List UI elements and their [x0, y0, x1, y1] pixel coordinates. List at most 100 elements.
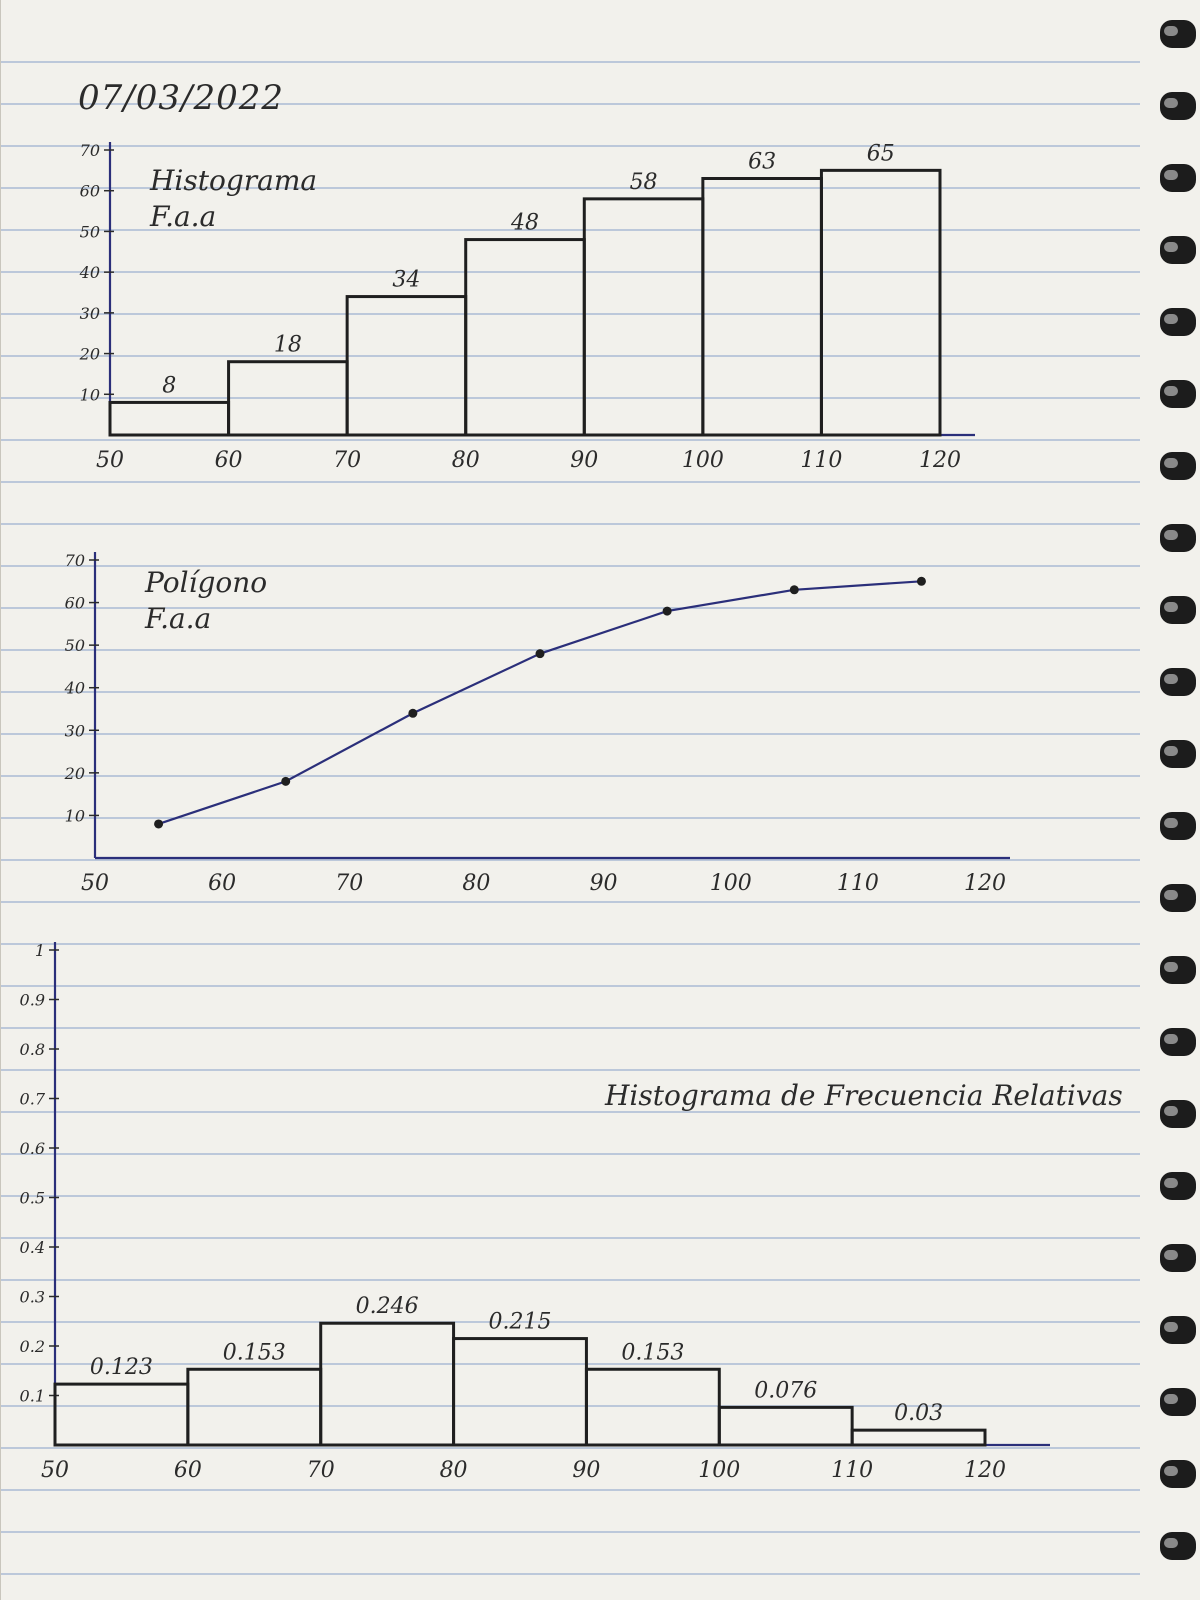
y-tick-label: 0.4 — [20, 1238, 45, 1257]
histogram-bar — [584, 1367, 721, 1447]
spiral-highlight — [1164, 170, 1178, 180]
x-tick-label: 90 — [572, 1458, 600, 1483]
y-tick-label: 0.1 — [20, 1387, 45, 1406]
x-tick-label: 60 — [174, 1458, 202, 1483]
date-heading: 07/03/2022 — [78, 78, 284, 118]
x-tick-label: 80 — [462, 871, 490, 896]
x-tick-label: 100 — [710, 871, 752, 896]
histogram-bar — [582, 197, 705, 437]
x-tick-label: 110 — [831, 1458, 873, 1483]
data-label: 0.153 — [621, 1340, 684, 1365]
x-tick-label: 50 — [81, 871, 109, 896]
spiral-highlight — [1164, 242, 1178, 252]
histogram-bar — [108, 400, 231, 437]
x-tick-label: 120 — [964, 1458, 1006, 1483]
data-point — [154, 819, 164, 829]
chart-title: Histograma — [149, 164, 317, 197]
data-point — [789, 585, 799, 595]
histogram-faa-chart: 10 20 30 40 50 60 70 50 60 70 80 90 100 110 120 Histogr… — [79, 141, 975, 473]
x-tick-label: 120 — [919, 448, 961, 473]
x-tick-label: 50 — [41, 1458, 69, 1483]
x-tick-label: 60 — [215, 448, 243, 473]
x-tick-label: 60 — [208, 871, 236, 896]
histogram-bar — [819, 168, 942, 437]
x-tick-label: 70 — [307, 1458, 335, 1483]
spiral-highlight — [1164, 1394, 1178, 1404]
spiral-highlight — [1164, 314, 1178, 324]
data-label: 48 — [510, 211, 539, 236]
x-tick-label: 90 — [590, 871, 618, 896]
histogram-bar — [464, 238, 586, 437]
data-point — [281, 776, 291, 786]
data-point — [662, 606, 672, 616]
x-tick-label: 50 — [96, 448, 124, 473]
data-label: 58 — [630, 170, 658, 195]
ruled-lines — [0, 0, 1140, 1600]
notebook-spiral — [1160, 20, 1196, 1560]
data-point — [408, 708, 418, 718]
data-label: 63 — [748, 150, 776, 175]
y-tick-label: 20 — [79, 345, 100, 364]
y-tick-label: 40 — [79, 263, 100, 282]
x-tick-label: 100 — [698, 1458, 740, 1483]
chart-title: Histograma de Frecuencia Relativas — [604, 1079, 1123, 1112]
data-label: 8 — [162, 373, 176, 398]
chart-title: F.a.a — [149, 200, 216, 233]
data-label: 0.03 — [894, 1401, 943, 1426]
y-tick-label: 30 — [65, 721, 85, 740]
histogram-bar — [701, 177, 823, 437]
spiral-highlight — [1164, 1106, 1178, 1116]
spiral-highlight — [1164, 386, 1178, 396]
y-tick-label: 0.7 — [20, 1090, 46, 1109]
histogram-bar — [717, 1405, 854, 1447]
data-label: 0.246 — [356, 1294, 419, 1319]
spiral-highlight — [1164, 1178, 1178, 1188]
spiral-highlight — [1164, 962, 1178, 972]
x-tick-label: 80 — [440, 1458, 468, 1483]
data-point — [916, 576, 926, 586]
spiral-highlight — [1164, 890, 1178, 900]
histogram-bar — [850, 1428, 987, 1447]
chart-title: Polígono — [144, 566, 267, 599]
data-label: 0.076 — [754, 1378, 817, 1403]
y-tick-label: 0.9 — [20, 991, 45, 1010]
spiral-highlight — [1164, 1250, 1178, 1260]
y-tick-label: 20 — [64, 764, 85, 783]
x-tick-label: 80 — [452, 448, 480, 473]
y-tick-label: 10 — [80, 385, 100, 404]
spiral-highlight — [1164, 530, 1178, 540]
relative-frequency-histogram-chart: 0.1 0.2 0.3 0.4 0.5 0.6 0.7 0.8 0.9 1 50 60 70 80 90 10… — [20, 941, 1123, 1483]
x-tick-label: 100 — [682, 448, 724, 473]
y-tick-label: 60 — [80, 182, 100, 201]
spiral-highlight — [1164, 1466, 1178, 1476]
x-tick-label: 110 — [837, 871, 879, 896]
y-tick-label: 30 — [80, 304, 100, 323]
x-tick-label: 70 — [335, 871, 363, 896]
histogram-bar — [452, 1337, 588, 1447]
data-label: 0.123 — [90, 1355, 153, 1380]
spiral-highlight — [1164, 1322, 1178, 1332]
data-label: 0.153 — [223, 1340, 286, 1365]
x-tick-label: 70 — [333, 448, 361, 473]
polygon-line — [158, 580, 922, 825]
histogram-bar — [345, 295, 468, 437]
y-tick-label: 70 — [65, 551, 85, 570]
spiral-highlight — [1164, 1034, 1178, 1044]
data-label: 18 — [274, 333, 302, 358]
histogram-bar — [53, 1382, 190, 1447]
y-tick-label: 0.8 — [20, 1040, 45, 1059]
spiral-highlight — [1164, 458, 1178, 468]
y-tick-label: 50 — [65, 636, 85, 655]
spiral-highlight — [1164, 98, 1178, 108]
x-tick-label: 120 — [964, 871, 1006, 896]
x-tick-label: 110 — [800, 448, 842, 473]
y-tick-label: 50 — [80, 222, 100, 241]
histogram-bar — [227, 360, 349, 437]
data-label: 0.215 — [489, 1310, 552, 1335]
x-tick-label: 90 — [570, 448, 598, 473]
y-tick-label: 1 — [35, 941, 45, 960]
histogram-bar — [319, 1321, 456, 1447]
y-tick-label: 0.2 — [20, 1337, 45, 1356]
data-label: 65 — [867, 141, 895, 166]
